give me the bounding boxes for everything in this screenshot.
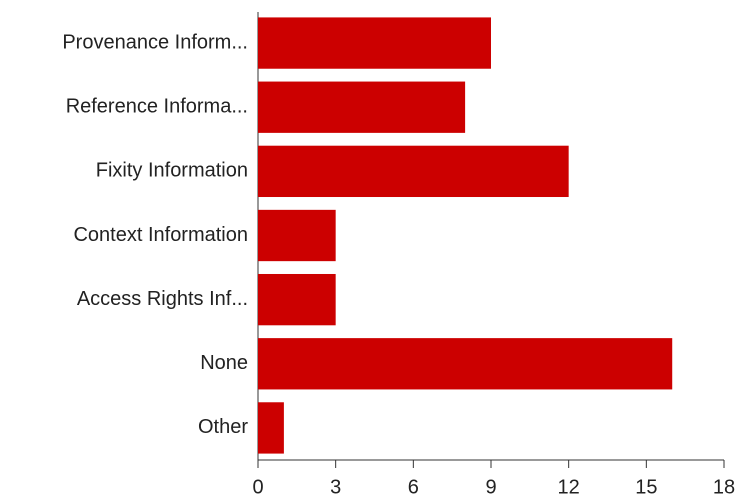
y-tick-label: Fixity Information bbox=[96, 160, 248, 182]
bar bbox=[258, 273, 336, 326]
y-tick-label: Provenance Inform... bbox=[62, 31, 248, 53]
x-tick-label: 6 bbox=[408, 476, 419, 498]
x-tick-label: 12 bbox=[558, 476, 580, 498]
x-tick-label: 9 bbox=[485, 476, 496, 498]
x-tick-label: 3 bbox=[330, 476, 341, 498]
bar bbox=[258, 209, 336, 262]
bar bbox=[258, 81, 466, 133]
y-tick-label: Other bbox=[198, 416, 248, 438]
y-tick-label: None bbox=[200, 352, 248, 374]
y-tick-label: Access Rights Inf... bbox=[77, 288, 248, 310]
bar bbox=[258, 17, 491, 69]
x-tick-label: 15 bbox=[635, 476, 657, 498]
bar bbox=[258, 338, 673, 390]
bar bbox=[258, 402, 284, 454]
bar bbox=[258, 145, 569, 198]
x-tick-label: 18 bbox=[713, 476, 735, 498]
y-tick-label: Reference Informa... bbox=[66, 95, 248, 117]
x-tick-label: 0 bbox=[252, 476, 263, 498]
y-tick-label: Context Information bbox=[73, 224, 248, 246]
